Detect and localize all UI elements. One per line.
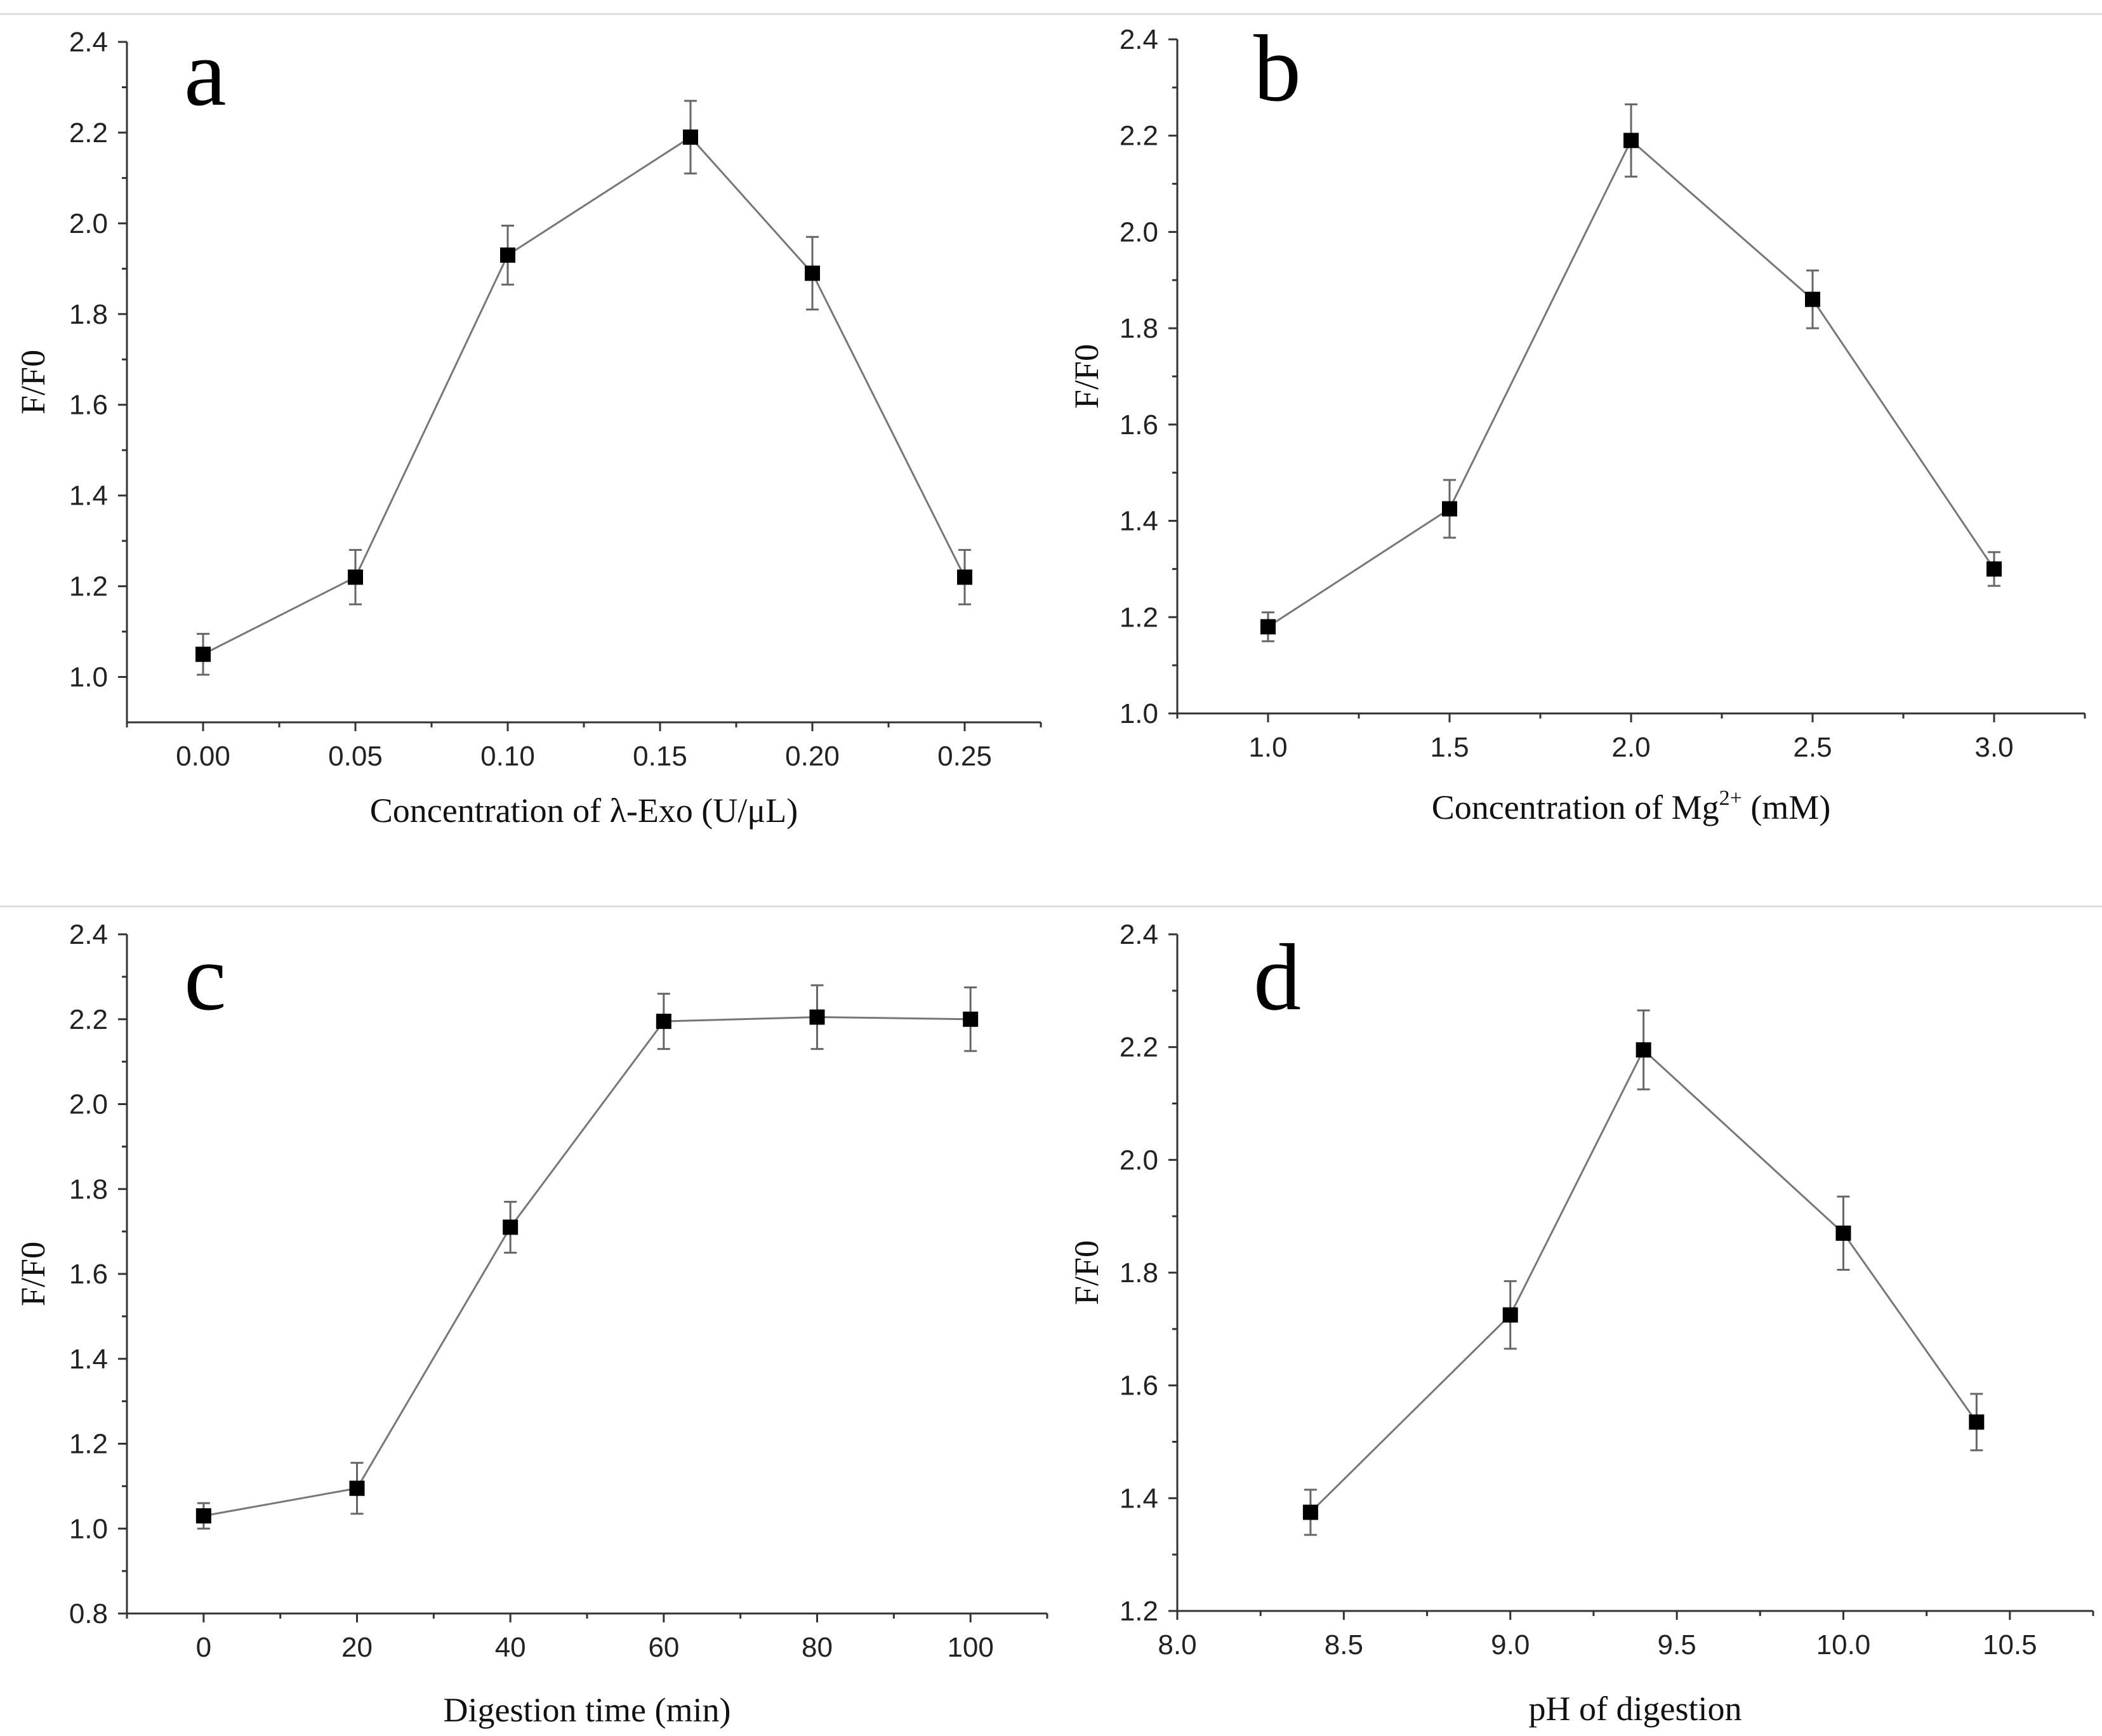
data-point	[1502, 1307, 1518, 1323]
x-tick-label: 60	[648, 1632, 679, 1663]
x-tick-label: 20	[341, 1632, 373, 1663]
data-point	[1623, 133, 1639, 149]
y-tick-label: 2.4	[69, 919, 108, 950]
x-tick-label: 10.0	[1816, 1629, 1871, 1660]
y-tick-label: 1.4	[69, 1344, 108, 1375]
y-tick-label: 1.8	[1120, 313, 1158, 344]
data-point	[195, 1508, 211, 1524]
y-tick-label: 1.2	[1120, 1596, 1158, 1627]
data-point	[805, 265, 820, 281]
chart-panel-a: 1.0 1.2 1.4 1.6 1.8 2.0 2.2 2.4 0.00 0.05 0.10 0.15…	[14, 20, 1042, 830]
y-tick-label: 1.8	[69, 1174, 108, 1205]
y-tick-label: 1.2	[1120, 602, 1158, 633]
data-point	[503, 1219, 519, 1235]
x-tick-label: 1.0	[1248, 732, 1287, 763]
y-tick-label: 1.8	[1120, 1257, 1158, 1289]
data-point	[500, 247, 515, 263]
chart-panel-c: 0.8 1.0 1.2 1.4 1.6 1.8 2.0 2.2 2.4 0 20 40 60 80 100 c…	[14, 919, 1048, 1729]
x-tick-label: 80	[802, 1632, 833, 1663]
data-point	[683, 129, 698, 145]
x-tick-label: 1.5	[1430, 732, 1469, 763]
series-line	[1267, 138, 1995, 628]
panel-label: d	[1253, 925, 1301, 1030]
x-tick-label: 0	[196, 1632, 211, 1663]
y-tick-label: 1.4	[1120, 1483, 1158, 1514]
data-point	[1260, 619, 1276, 635]
data-point	[1835, 1225, 1851, 1241]
y-tick-label: 2.0	[69, 208, 108, 239]
data-point	[656, 1014, 671, 1030]
series-line	[202, 136, 966, 656]
x-tick-label: 9.0	[1491, 1629, 1530, 1660]
data-point	[809, 1009, 825, 1025]
panel-label: c	[184, 925, 227, 1030]
y-tick-label: 1.0	[1120, 698, 1158, 729]
x-axis-title: Digestion time (min)	[444, 1691, 731, 1729]
y-tick-label: 1.0	[69, 1513, 108, 1544]
y-tick-label: 2.2	[69, 1004, 108, 1035]
data-point	[957, 569, 972, 585]
y-tick-label: 2.0	[1120, 1144, 1158, 1176]
x-tick-label: 0.25	[937, 741, 992, 772]
x-tick-label: 10.5	[1983, 1629, 2037, 1660]
x-tick-label: 8.5	[1325, 1629, 1363, 1660]
x-tick-label: 2.5	[1793, 732, 1832, 763]
x-tick-label: 9.5	[1658, 1629, 1696, 1660]
y-tick-label: 2.4	[1120, 24, 1158, 55]
y-tick-label: 1.0	[69, 662, 108, 693]
y-tick-label: 2.2	[1120, 1032, 1158, 1063]
y-tick-label: 2.0	[1120, 216, 1158, 248]
data-point	[1302, 1504, 1318, 1520]
data-point	[1986, 561, 2002, 577]
y-tick-label: 1.6	[69, 1259, 108, 1290]
data-point	[348, 569, 363, 585]
x-tick-label: 0.05	[328, 741, 383, 772]
y-tick-label: 1.2	[69, 1429, 108, 1460]
data-point	[1442, 501, 1457, 517]
chart-panel-d: 1.2 1.4 1.6 1.8 2.0 2.2 2.4 8.0 8.5 9.0 9.5 10.0 10.…	[1068, 919, 2094, 1728]
series-line	[203, 1016, 971, 1517]
y-tick-label: 1.4	[1120, 506, 1158, 537]
y-tick-label: 2.4	[69, 27, 108, 58]
y-tick-label: 2.0	[69, 1089, 108, 1120]
panel-label: b	[1253, 16, 1301, 121]
data-point	[963, 1011, 979, 1027]
data-point	[1636, 1042, 1651, 1058]
series-line	[1309, 1048, 1978, 1513]
x-axis-title: Concentration of Mg2+ (mM)	[1432, 786, 1831, 826]
data-point	[1969, 1414, 1985, 1430]
x-tick-label: 40	[495, 1632, 526, 1663]
y-axis-title: F/F0	[1068, 1240, 1106, 1305]
x-tick-label: 2.0	[1611, 732, 1650, 763]
x-tick-label: 0.10	[480, 741, 535, 772]
y-tick-label: 1.6	[1120, 409, 1158, 441]
x-tick-label: 3.0	[1974, 732, 2013, 763]
y-tick-label: 1.6	[69, 390, 108, 421]
y-tick-label: 2.4	[1120, 919, 1158, 950]
x-axis-title: pH of digestion	[1529, 1690, 1742, 1728]
data-point	[195, 646, 211, 662]
y-tick-label: 2.2	[69, 117, 108, 149]
y-tick-label: 1.4	[69, 480, 108, 512]
chart-panel-b: 1.0 1.2 1.4 1.6 1.8 2.0 2.2 2.4 1.0 1.5 2.0 2.5 3.0 b…	[1068, 16, 2086, 826]
data-point	[1805, 291, 1820, 307]
y-axis-title: F/F0	[14, 1242, 52, 1306]
x-axis-title: Concentration of λ-Exo (U/μL)	[370, 792, 798, 830]
y-tick-label: 1.6	[1120, 1370, 1158, 1401]
panel-label: a	[184, 20, 227, 126]
data-point	[349, 1480, 365, 1496]
y-axis-title: F/F0	[14, 350, 52, 414]
y-axis-title: F/F0	[1068, 344, 1106, 409]
y-tick-label: 2.2	[1120, 121, 1158, 152]
y-tick-label: 1.8	[69, 299, 108, 330]
x-tick-label: 8.0	[1158, 1629, 1196, 1660]
y-tick-label: 0.8	[69, 1598, 108, 1629]
x-tick-label: 100	[947, 1632, 993, 1663]
y-tick-label: 1.2	[69, 571, 108, 602]
x-tick-label: 0.20	[785, 741, 840, 772]
x-tick-label: 0.00	[176, 741, 230, 772]
x-tick-label: 0.15	[633, 741, 687, 772]
